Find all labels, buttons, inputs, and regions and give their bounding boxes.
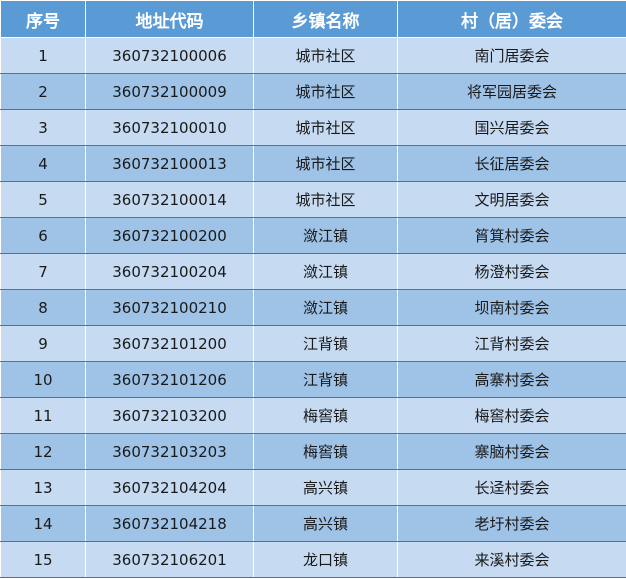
cell-index: 6 [0,217,86,254]
table-row: 15 360732106201 龙口镇 来溪村委会 [0,541,626,578]
cell-address-code: 360732103203 [85,433,254,470]
cell-committee: 老圩村委会 [397,505,626,542]
cell-township: 潋江镇 [253,289,398,326]
cell-index: 15 [0,541,86,578]
header-index: 序号 [0,0,86,38]
cell-address-code: 360732101206 [85,361,254,398]
cell-index: 14 [0,505,86,542]
table-row: 12 360732103203 梅窖镇 寨脑村委会 [0,433,626,470]
cell-index: 2 [0,73,86,110]
cell-index: 7 [0,253,86,290]
table-row: 11 360732103200 梅窖镇 梅窖村委会 [0,397,626,434]
table-row: 5 360732100014 城市社区 文明居委会 [0,181,626,218]
cell-address-code: 360732100009 [85,73,254,110]
table-row: 7 360732100204 潋江镇 杨澄村委会 [0,253,626,290]
cell-address-code: 360732100014 [85,181,254,218]
table-row: 1 360732100006 城市社区 南门居委会 [0,37,626,74]
cell-index: 12 [0,433,86,470]
cell-township: 城市社区 [253,109,398,146]
header-address-code: 地址代码 [85,0,254,38]
cell-index: 3 [0,109,86,146]
cell-address-code: 360732100204 [85,253,254,290]
cell-address-code: 360732100010 [85,109,254,146]
cell-committee: 将军园居委会 [397,73,626,110]
cell-township: 城市社区 [253,145,398,182]
table-row: 14 360732104218 高兴镇 老圩村委会 [0,505,626,542]
cell-committee: 南门居委会 [397,37,626,74]
cell-township: 高兴镇 [253,469,398,506]
cell-address-code: 360732103200 [85,397,254,434]
cell-township: 潋江镇 [253,253,398,290]
table-row: 6 360732100200 潋江镇 筲箕村委会 [0,217,626,254]
cell-address-code: 360732100006 [85,37,254,74]
cell-address-code: 360732104218 [85,505,254,542]
cell-township: 梅窖镇 [253,433,398,470]
header-township: 乡镇名称 [253,0,398,38]
cell-address-code: 360732100210 [85,289,254,326]
cell-township: 城市社区 [253,37,398,74]
header-committee: 村（居）委会 [397,0,626,38]
cell-committee: 杨澄村委会 [397,253,626,290]
cell-committee: 长征居委会 [397,145,626,182]
cell-index: 1 [0,37,86,74]
table-row: 10 360732101206 江背镇 高寨村委会 [0,361,626,398]
cell-address-code: 360732104204 [85,469,254,506]
cell-township: 龙口镇 [253,541,398,578]
cell-index: 4 [0,145,86,182]
cell-township: 江背镇 [253,361,398,398]
cell-township: 高兴镇 [253,505,398,542]
cell-township: 梅窖镇 [253,397,398,434]
cell-township: 城市社区 [253,73,398,110]
cell-committee: 寨脑村委会 [397,433,626,470]
cell-index: 9 [0,325,86,362]
cell-committee: 国兴居委会 [397,109,626,146]
cell-committee: 长迳村委会 [397,469,626,506]
cell-committee: 来溪村委会 [397,541,626,578]
cell-committee: 筲箕村委会 [397,217,626,254]
cell-address-code: 360732100013 [85,145,254,182]
table-row: 8 360732100210 潋江镇 坝南村委会 [0,289,626,326]
cell-township: 城市社区 [253,181,398,218]
cell-address-code: 360732106201 [85,541,254,578]
cell-committee: 坝南村委会 [397,289,626,326]
table-row: 2 360732100009 城市社区 将军园居委会 [0,73,626,110]
table-row: 4 360732100013 城市社区 长征居委会 [0,145,626,182]
cell-township: 江背镇 [253,325,398,362]
cell-address-code: 360732100200 [85,217,254,254]
cell-township: 潋江镇 [253,217,398,254]
cell-address-code: 360732101200 [85,325,254,362]
cell-committee: 文明居委会 [397,181,626,218]
cell-index: 8 [0,289,86,326]
table-row: 9 360732101200 江背镇 江背村委会 [0,325,626,362]
cell-index: 13 [0,469,86,506]
cell-committee: 梅窖村委会 [397,397,626,434]
cell-committee: 高寨村委会 [397,361,626,398]
cell-index: 5 [0,181,86,218]
cell-index: 11 [0,397,86,434]
cell-index: 10 [0,361,86,398]
header-row: 序号 地址代码 乡镇名称 村（居）委会 [0,0,626,38]
cell-committee: 江背村委会 [397,325,626,362]
table-row: 3 360732100010 城市社区 国兴居委会 [0,109,626,146]
table-row: 13 360732104204 高兴镇 长迳村委会 [0,469,626,506]
